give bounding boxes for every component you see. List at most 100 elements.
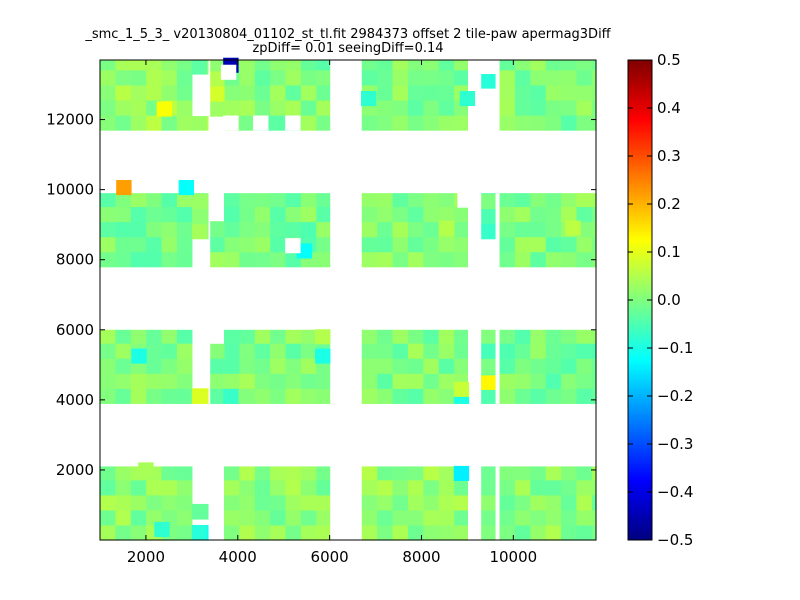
detector-cell <box>576 358 593 374</box>
detector-cell <box>438 206 455 223</box>
detector-cell <box>270 84 287 101</box>
edge-cell <box>210 236 225 253</box>
detector-cell <box>130 193 147 208</box>
detector-cell <box>115 509 132 526</box>
detector-cell <box>545 466 562 481</box>
detector-cell <box>146 494 163 511</box>
detector-cell <box>499 236 516 253</box>
detector-cell <box>377 358 394 374</box>
detector-cell <box>576 494 593 511</box>
detector-cell <box>454 343 469 359</box>
detector-cell <box>530 509 547 526</box>
edge-cell <box>481 74 496 89</box>
detector-cell <box>161 236 178 253</box>
detector-cell <box>100 251 116 268</box>
y-tick-label: 8000 <box>56 251 94 269</box>
colorbar-tick-label: −0.4 <box>657 483 693 501</box>
detector-cell <box>300 373 317 389</box>
detector-cell <box>561 329 578 344</box>
detector-cell <box>161 388 178 404</box>
detector-cell <box>545 221 562 238</box>
detector-cell <box>423 479 440 496</box>
detector-cell <box>576 466 593 481</box>
detector-cell <box>514 69 531 86</box>
detector-cell <box>514 509 531 526</box>
detector-cell <box>285 206 302 223</box>
detector-cell <box>300 206 317 223</box>
detector-cell <box>224 373 240 389</box>
detector-cell <box>423 509 440 526</box>
detector-cell <box>423 236 440 253</box>
detector-cell <box>254 206 271 223</box>
detector-cell <box>591 479 597 496</box>
detector-cell <box>423 524 440 541</box>
edge-cell <box>207 193 209 210</box>
detector-cell <box>361 479 378 496</box>
detector-cell <box>146 60 163 71</box>
detector-cell <box>176 373 193 389</box>
detector-cell <box>591 236 597 253</box>
detector-cell <box>499 115 516 131</box>
detector-cell <box>239 343 256 359</box>
detector-cell <box>254 524 271 541</box>
detector-cell <box>300 479 317 496</box>
detector-cell <box>438 251 455 268</box>
detector-cell <box>454 115 469 131</box>
detector-cell <box>161 494 178 511</box>
detector-cell <box>361 206 378 223</box>
detector-cell <box>361 115 378 131</box>
detector-cell <box>561 358 578 374</box>
edge-cell <box>191 503 208 520</box>
detector-cell <box>499 509 516 526</box>
detector-cell <box>576 193 593 208</box>
detector-cell <box>224 343 240 359</box>
detector-cell <box>545 524 562 541</box>
detector-cell <box>454 206 469 223</box>
detector-cell <box>591 509 597 526</box>
edge-cell <box>481 223 496 240</box>
detector-cell <box>146 343 163 359</box>
edge-cell <box>481 388 496 404</box>
detector-cell <box>530 388 547 404</box>
detector-cell <box>545 494 562 511</box>
detector-cell <box>454 69 469 86</box>
detector-cell <box>561 373 578 389</box>
detector-cell <box>224 329 240 344</box>
detector-cell <box>176 343 193 359</box>
detector-cell <box>285 466 302 481</box>
edge-cell <box>481 509 496 526</box>
detector-cell <box>545 343 562 359</box>
detector-cell <box>438 509 455 526</box>
colorbar-tick-label: −0.3 <box>657 435 693 453</box>
detector-cell <box>146 251 163 268</box>
detector-cell <box>270 343 287 359</box>
detector-cell <box>100 84 116 101</box>
detector-cell <box>377 466 394 481</box>
detector-cell <box>545 206 562 223</box>
detector-cell <box>115 69 132 86</box>
detector-cell <box>224 193 240 208</box>
colorbar-tick-label: 0.3 <box>657 147 681 165</box>
detector-cell <box>407 479 424 496</box>
detector-cell <box>591 99 597 116</box>
detector-cell <box>392 466 409 481</box>
detector-cell <box>545 509 562 526</box>
detector-cell <box>576 115 593 131</box>
detector-cell <box>530 84 547 101</box>
detector-cell <box>576 343 593 359</box>
detector-cell <box>239 479 256 496</box>
detector-cell <box>130 509 147 526</box>
edge-cell <box>481 193 496 210</box>
outlier-cell <box>156 101 172 117</box>
detector-cell <box>438 524 455 541</box>
edge-cell <box>191 60 208 75</box>
detector-cell <box>161 343 178 359</box>
detector-cell <box>176 494 193 511</box>
detector-cell <box>239 358 256 374</box>
detector-cell <box>561 343 578 359</box>
detector-cell <box>392 329 409 344</box>
detector-cell <box>545 373 562 389</box>
detector-cell <box>530 193 547 208</box>
detector-cell <box>316 494 331 511</box>
detector-cell <box>130 494 147 511</box>
